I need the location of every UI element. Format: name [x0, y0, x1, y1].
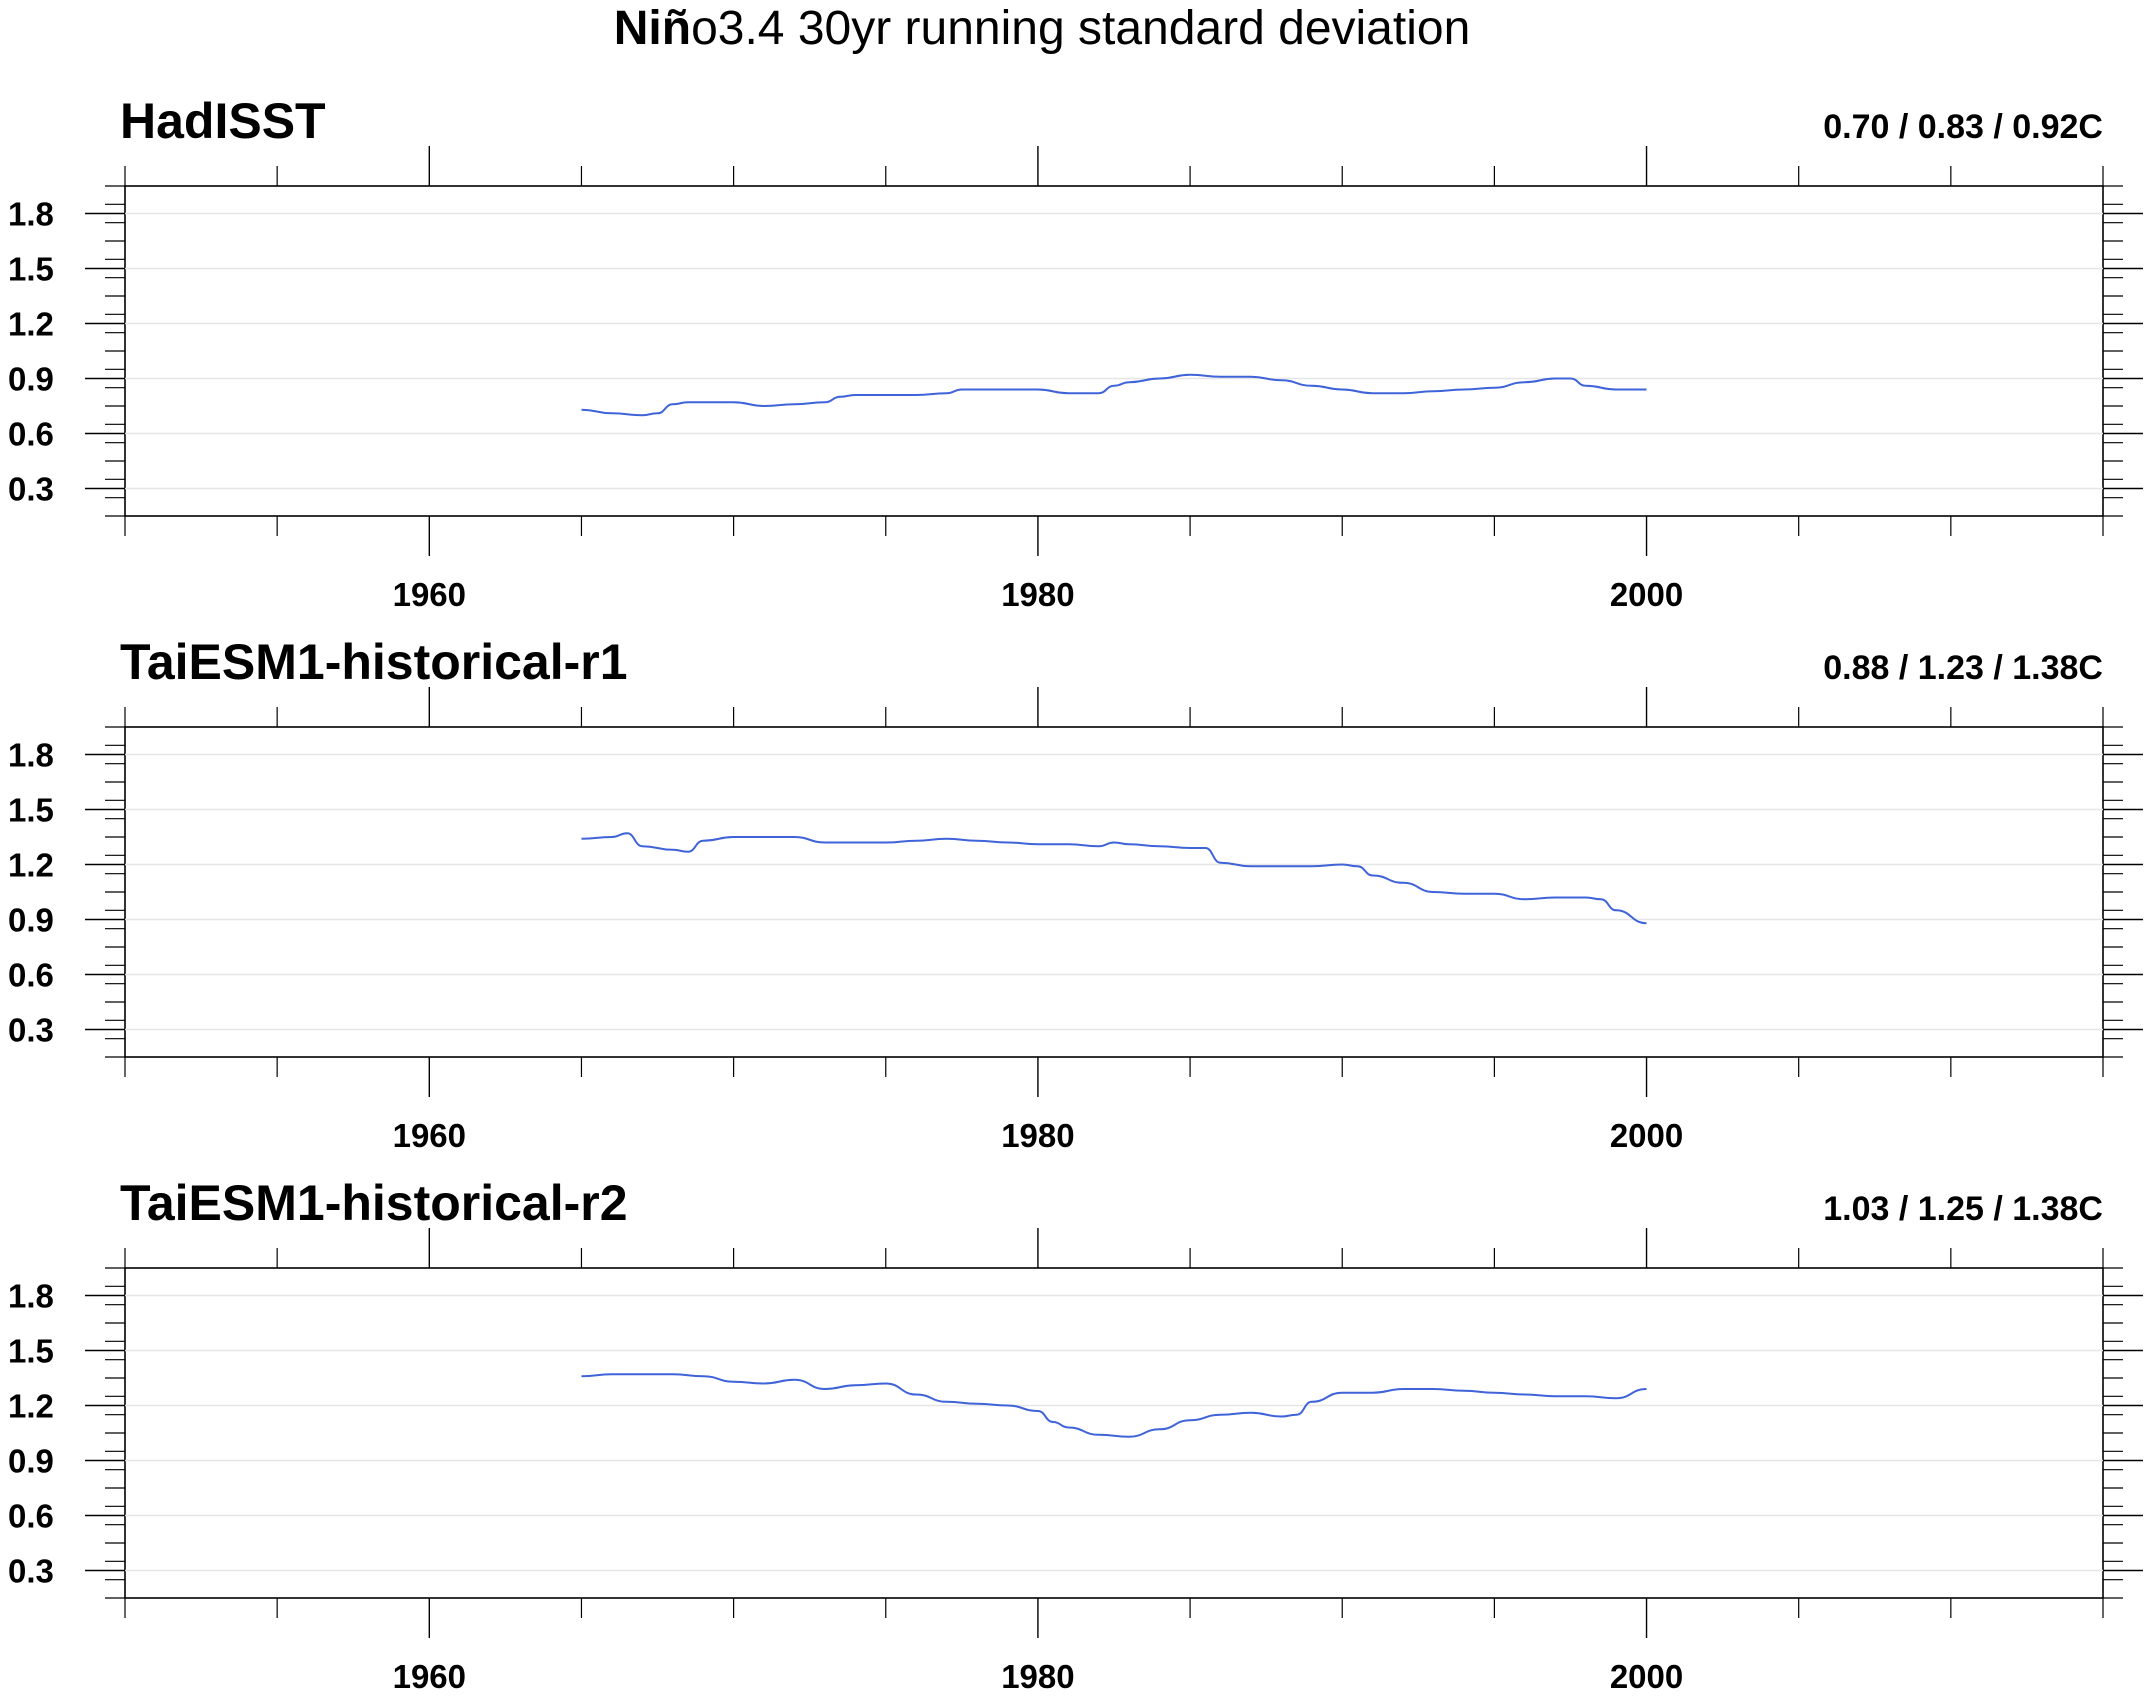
- xtick-label: 1960: [393, 1117, 466, 1154]
- panel-2-stats: 0.88 / 1.23 / 1.38C: [1823, 649, 2103, 687]
- panel-3-title: TaiESM1-historical-r2: [120, 1175, 628, 1231]
- ytick-label: 1.8: [8, 1278, 54, 1315]
- xtick-label: 2000: [1610, 1658, 1683, 1695]
- ytick-label: 1.5: [8, 251, 54, 288]
- panel-2-plot-frame: [124, 726, 2104, 1058]
- ytick-label: 0.6: [8, 957, 54, 994]
- panel-3-plot-frame: [124, 1267, 2104, 1599]
- ytick-label: 0.9: [8, 1443, 54, 1480]
- chart-title: Niño3.4 30yr running standard deviation: [614, 2, 1471, 55]
- panel-1-gridlines: [125, 212, 2103, 490]
- ytick-label: 1.5: [8, 792, 54, 829]
- panel-3-series-line: [581, 1373, 1647, 1438]
- ytick-label: 1.2: [8, 847, 54, 884]
- xtick-label: 1960: [393, 1658, 466, 1695]
- panel-1-stats: 0.70 / 0.83 / 0.92C: [1823, 108, 2103, 146]
- panel-2: 0.3 0.6 0.9 1.2 1.5 1.8 1960 1980 2000 TaiESM1-h…: [8, 634, 2143, 1154]
- ytick-label: 1.2: [8, 1388, 54, 1425]
- ytick-label: 1.2: [8, 306, 54, 343]
- ytick-label: 0.6: [8, 1498, 54, 1535]
- chart-title-bold: Niñ: [614, 2, 691, 55]
- ytick-label: 0.3: [8, 1012, 54, 1049]
- panel-2-gridlines: [125, 753, 2103, 1031]
- ytick-label: 1.8: [8, 737, 54, 774]
- panel-1-plot-frame: [124, 185, 2104, 517]
- ytick-label: 0.3: [8, 471, 54, 508]
- panel-3-stats: 1.03 / 1.25 / 1.38C: [1823, 1190, 2103, 1228]
- panel-2-title: TaiESM1-historical-r1: [120, 634, 628, 690]
- panel-1-ticks: 0.3 0.6 0.9 1.2 1.5 1.8 1960 1980 2000: [8, 146, 2143, 613]
- ytick-label: 1.8: [8, 196, 54, 233]
- ytick-label: 0.9: [8, 902, 54, 939]
- chart-title-rest: o3.4 30yr running standard deviation: [691, 2, 1470, 55]
- ytick-label: 1.5: [8, 1333, 54, 1370]
- ytick-label: 0.6: [8, 416, 54, 453]
- ytick-label: 0.9: [8, 361, 54, 398]
- xtick-label: 2000: [1610, 576, 1683, 613]
- panel-2-ticks: 0.3 0.6 0.9 1.2 1.5 1.8 1960 1980 2000: [8, 687, 2143, 1154]
- panel-1-title: HadISST: [120, 93, 326, 149]
- panel-3-gridlines: [125, 1294, 2103, 1572]
- xtick-label: 1980: [1001, 1658, 1074, 1695]
- xtick-label: 1980: [1001, 1117, 1074, 1154]
- panel-1-series-line: [581, 373, 1647, 417]
- panel-3-ticks: 0.3 0.6 0.9 1.2 1.5 1.8 1960 1980 2000: [8, 1228, 2143, 1695]
- ytick-label: 0.3: [8, 1553, 54, 1590]
- xtick-label: 1980: [1001, 576, 1074, 613]
- xtick-label: 1960: [393, 576, 466, 613]
- panel-1: 0.3 0.6 0.9 1.2 1.5 1.8 1960 1980 2000 HadISST 0…: [8, 93, 2143, 613]
- panel-2-series-line: [581, 832, 1647, 925]
- xtick-label: 2000: [1610, 1117, 1683, 1154]
- panel-3: 0.3 0.6 0.9 1.2 1.5 1.8 1960 1980 2000 TaiESM1-h…: [8, 1175, 2143, 1695]
